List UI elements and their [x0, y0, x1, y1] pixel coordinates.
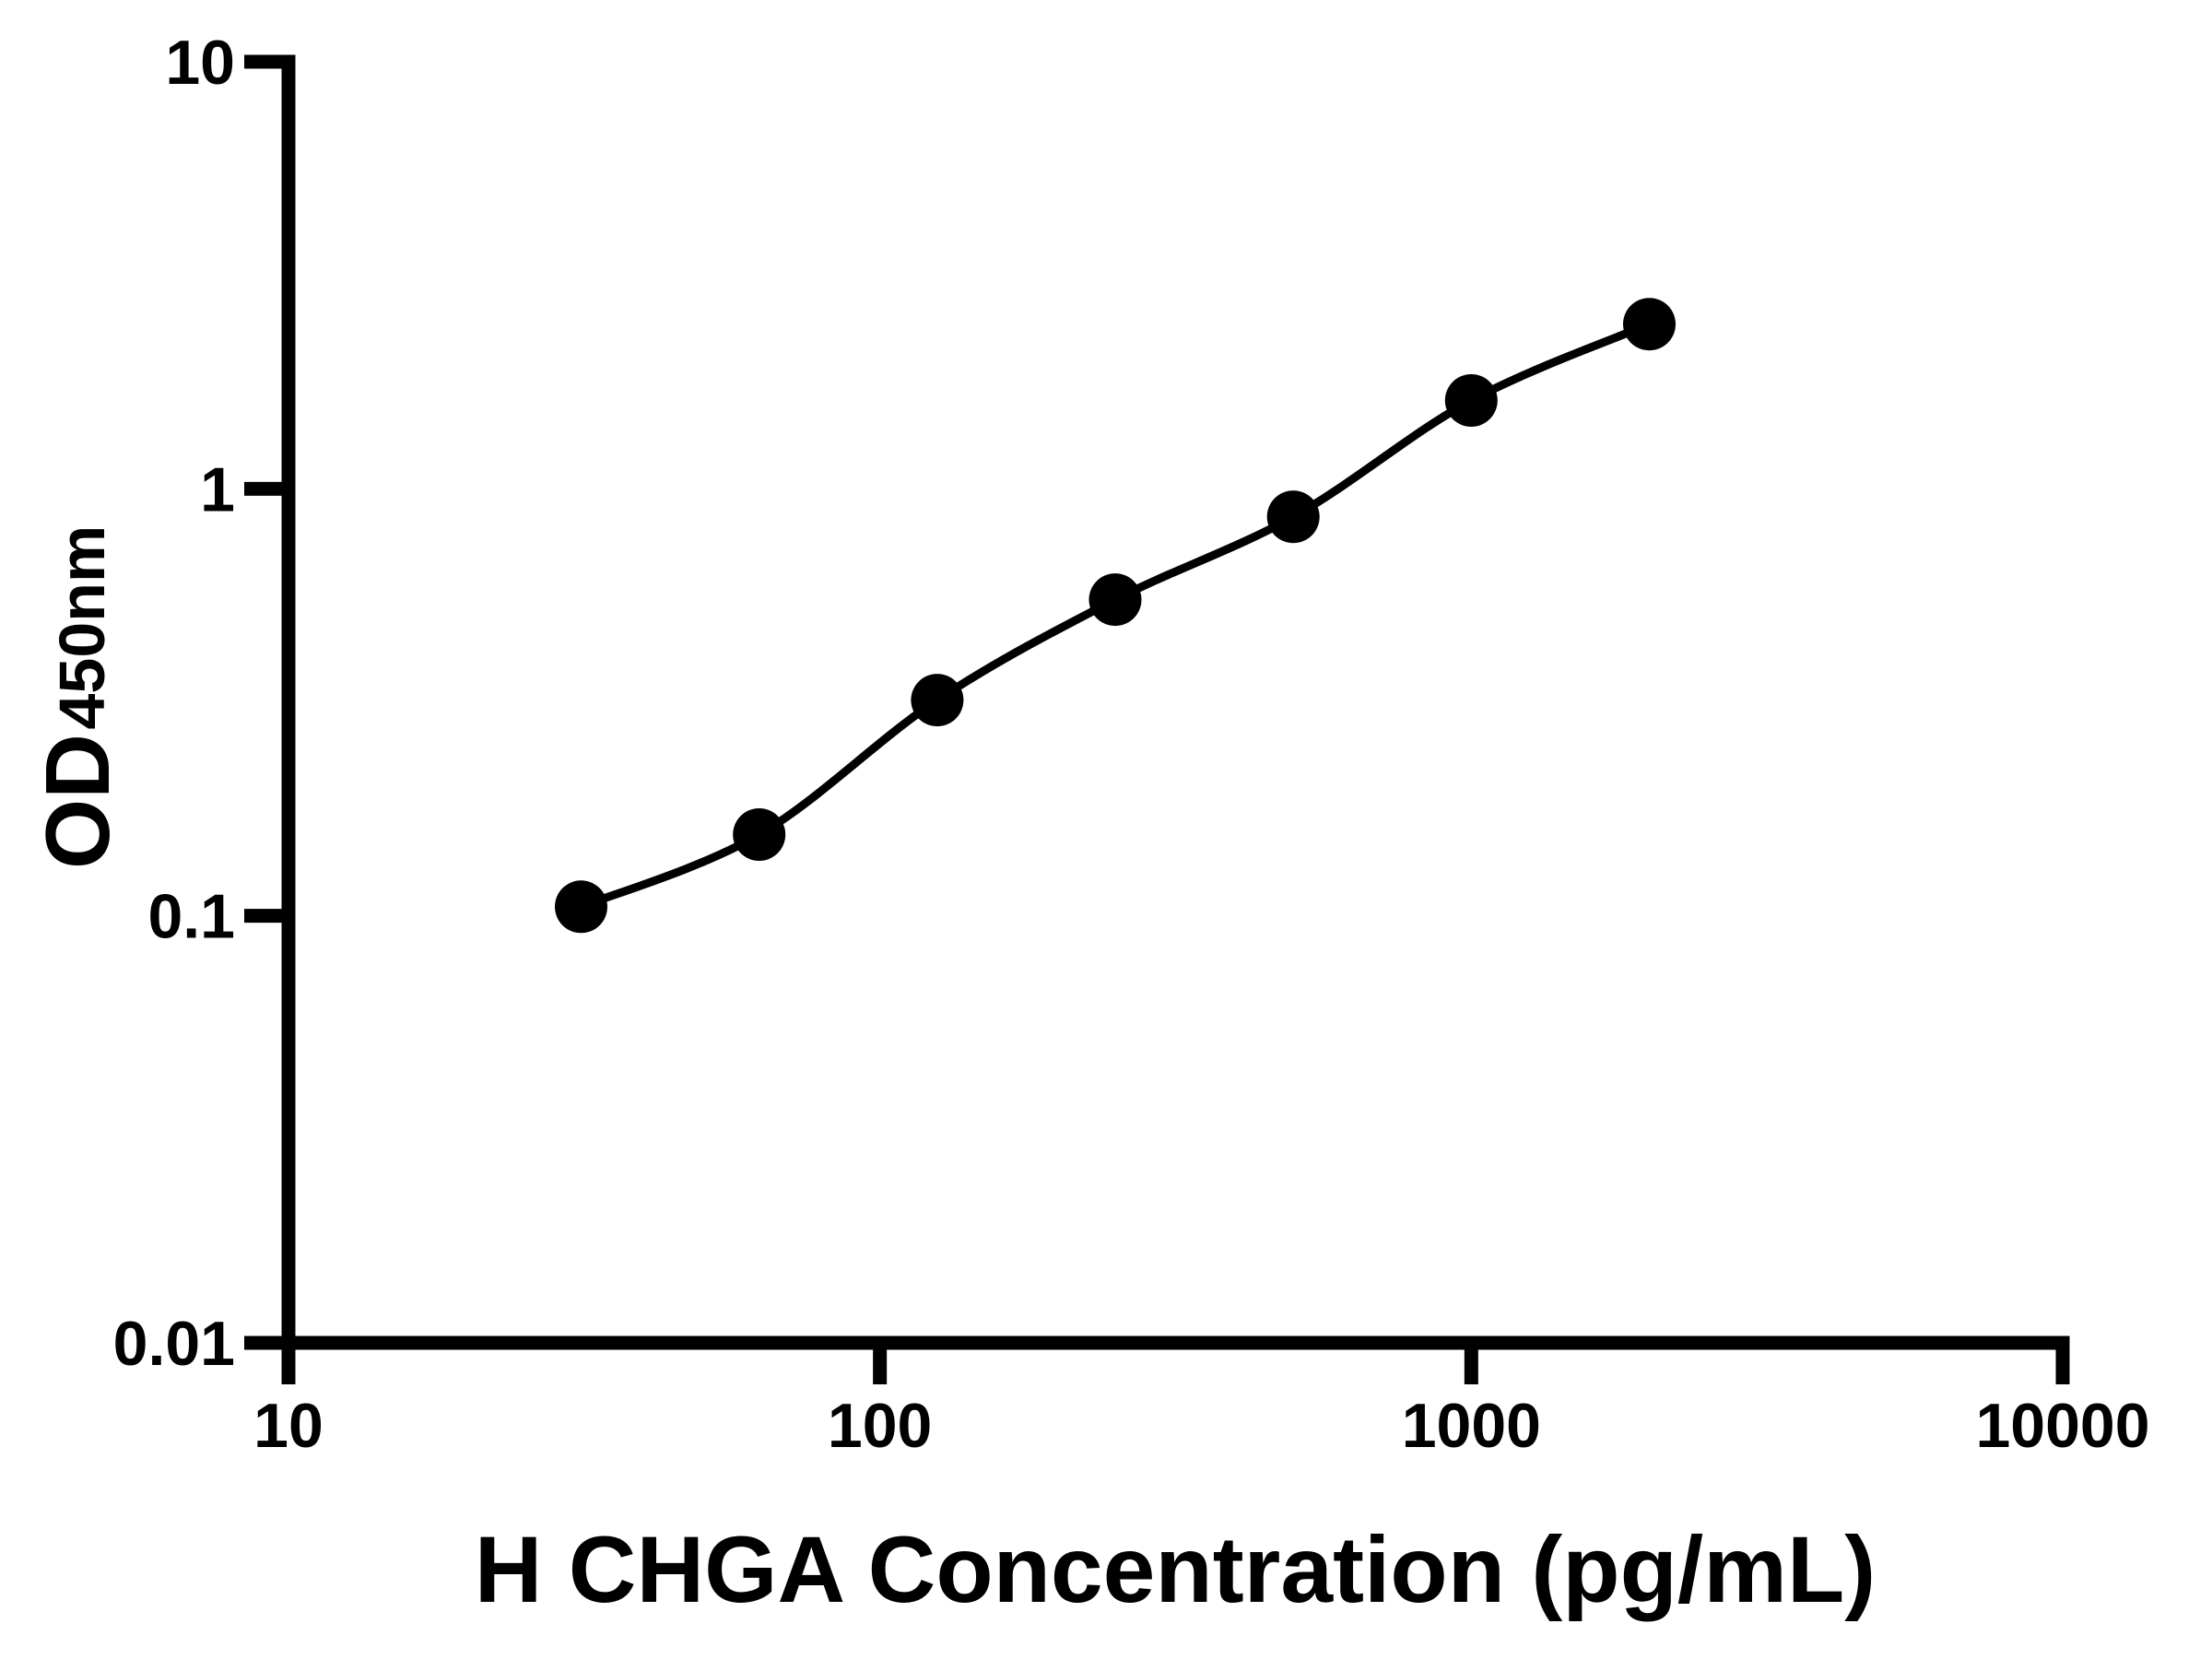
tick-labels: 10 1 0.1 0.01 10 100 1000 10000 [113, 28, 2150, 1461]
x-tick-label: 100 [828, 1391, 932, 1461]
data-point-2000pg [1623, 298, 1676, 351]
axes [244, 54, 2070, 1384]
data-series [555, 298, 1676, 934]
data-point-1000pg [1444, 374, 1498, 427]
y-tick-label: 10 [165, 28, 235, 98]
x-tick-label: 10000 [1975, 1391, 2149, 1461]
axis-frame [244, 54, 2070, 1384]
y-tick-label: 0.01 [113, 1309, 235, 1379]
data-point-125pg [911, 674, 964, 727]
y-axis-title-sub: 450nm [46, 525, 118, 730]
y-axis-title: OD 450nm [27, 525, 128, 869]
data-point-62.5pg [733, 808, 786, 861]
y-axis-title-main: OD [27, 734, 128, 869]
x-tick-label: 1000 [1402, 1391, 1541, 1461]
x-tick-label: 10 [253, 1391, 324, 1461]
data-point-31.25pg [555, 880, 607, 934]
data-point-500pg [1266, 490, 1320, 544]
data-point-250pg [1088, 573, 1142, 627]
y-tick-label: 1 [200, 454, 235, 524]
x-axis-title: H CHGA Concentration (pg/mL) [475, 1517, 1876, 1622]
y-tick-label: 0.1 [147, 882, 235, 952]
